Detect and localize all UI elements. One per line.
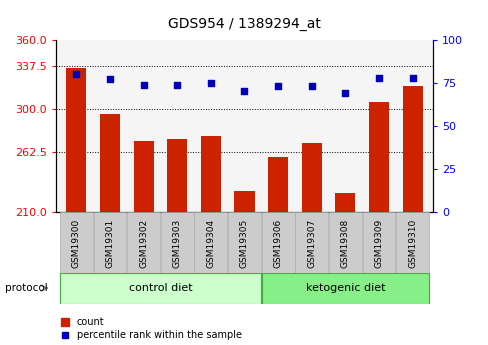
- Legend: count, percentile rank within the sample: count, percentile rank within the sample: [61, 317, 241, 340]
- Point: [206, 80, 214, 86]
- Point: [408, 75, 416, 80]
- Point: [374, 75, 382, 80]
- Text: control diet: control diet: [128, 283, 192, 293]
- Point: [173, 82, 181, 87]
- Text: GSM19306: GSM19306: [273, 219, 282, 268]
- Bar: [362, 212, 395, 273]
- Text: GSM19301: GSM19301: [105, 219, 114, 268]
- Point: [106, 77, 114, 82]
- Bar: [100, 115, 120, 212]
- Text: GSM19303: GSM19303: [172, 219, 182, 268]
- Text: GSM19300: GSM19300: [72, 219, 81, 268]
- Bar: [194, 212, 227, 273]
- Bar: [201, 136, 221, 212]
- Bar: [234, 191, 254, 212]
- Text: GDS954 / 1389294_at: GDS954 / 1389294_at: [168, 17, 320, 31]
- Bar: [227, 212, 261, 273]
- Bar: [133, 141, 153, 212]
- Text: GSM19307: GSM19307: [306, 219, 316, 268]
- Bar: [93, 212, 126, 273]
- Text: protocol: protocol: [5, 283, 47, 293]
- Point: [140, 82, 147, 87]
- Text: GSM19308: GSM19308: [340, 219, 349, 268]
- Bar: [395, 212, 428, 273]
- Bar: [60, 212, 93, 273]
- Text: GSM19309: GSM19309: [374, 219, 383, 268]
- Text: GSM19310: GSM19310: [407, 219, 416, 268]
- Bar: [301, 143, 321, 212]
- Bar: [295, 212, 327, 273]
- Point: [240, 89, 248, 94]
- Bar: [66, 68, 86, 212]
- Text: GSM19304: GSM19304: [206, 219, 215, 268]
- Text: GSM19302: GSM19302: [139, 219, 148, 268]
- Bar: [402, 86, 422, 212]
- Bar: [60, 273, 261, 304]
- Bar: [161, 212, 193, 273]
- Bar: [328, 212, 361, 273]
- Point: [341, 90, 348, 96]
- Bar: [127, 212, 160, 273]
- Bar: [261, 273, 428, 304]
- Bar: [167, 139, 187, 212]
- Text: ketogenic diet: ketogenic diet: [305, 283, 385, 293]
- Bar: [368, 102, 388, 212]
- Point: [307, 83, 315, 89]
- Bar: [335, 193, 355, 212]
- Point: [72, 71, 80, 77]
- Bar: [261, 212, 294, 273]
- Text: GSM19305: GSM19305: [240, 219, 248, 268]
- Bar: [267, 157, 287, 212]
- Point: [274, 83, 282, 89]
